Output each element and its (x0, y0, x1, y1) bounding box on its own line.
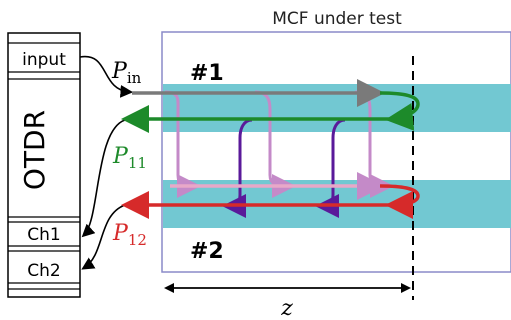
diagram-title: MCF under test (272, 9, 402, 29)
otdr-port-input: input (22, 50, 66, 70)
length-arrow-right (401, 283, 411, 293)
ch2-connector-arrow (81, 204, 126, 270)
otdr-port-ch1: Ch1 (27, 225, 60, 245)
otdr-port-ch2: Ch2 (27, 261, 60, 281)
ch1-connector-arrow (81, 119, 126, 238)
p-11-label: P11 (112, 144, 147, 172)
core-1-label: #1 (190, 61, 224, 86)
fiber-outline (161, 31, 511, 273)
otdr-label: OTDR (18, 110, 51, 190)
core1-reflection-loop (379, 91, 420, 131)
length-arrow-left (164, 283, 174, 293)
input-connector-arrow (79, 55, 134, 98)
p-in-label: Pin (111, 59, 142, 87)
length-label: z (280, 296, 293, 320)
p-12-label: P12 (112, 221, 147, 249)
core-2-label: #2 (190, 239, 224, 264)
otdr-box (7, 32, 81, 298)
core2-reflection-loop (379, 184, 420, 219)
